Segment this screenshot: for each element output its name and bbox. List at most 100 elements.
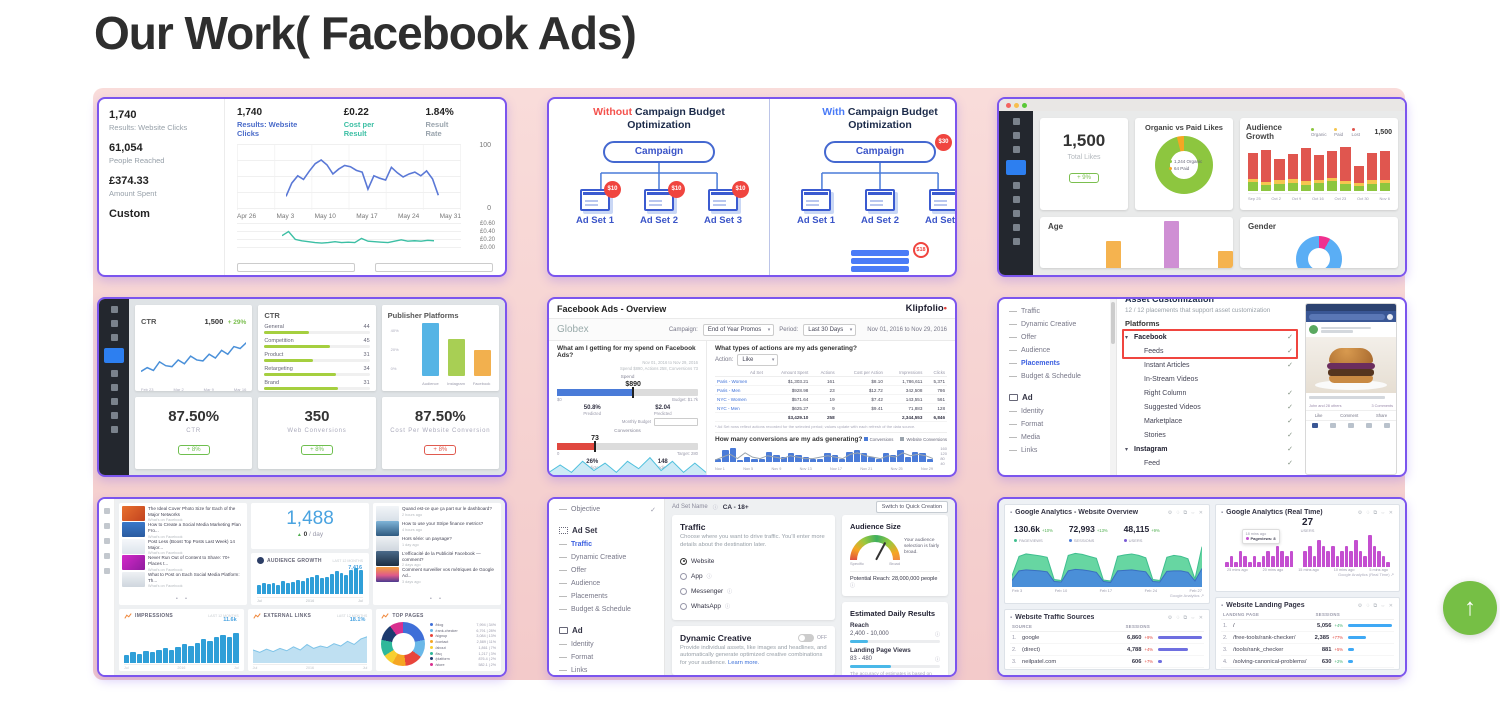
sidebar-item[interactable]: Audience	[559, 577, 656, 590]
list-item[interactable]: Quand est-ce que ça part sur le dashboar…	[376, 506, 498, 521]
radio-icon[interactable]	[680, 602, 687, 610]
drag-handle-icon[interactable]: ▪	[1010, 614, 1013, 621]
clock-icon[interactable]	[103, 553, 110, 559]
list-item[interactable]: How to use your Stripe finance metrics? 4…	[376, 521, 498, 536]
chart-icon[interactable]	[110, 320, 118, 327]
scrollbar[interactable]	[1110, 299, 1116, 475]
sidebar-item[interactable]: Traffic	[1009, 305, 1108, 318]
menu-icon[interactable]	[1384, 422, 1390, 428]
platform-row[interactable]: In-Stream Videos	[1125, 372, 1293, 386]
sidebar-item[interactable]: Dynamic Creative	[559, 551, 656, 564]
sidebar-item[interactable]: Links	[1009, 444, 1108, 457]
screenshot-adset-creation[interactable]: Objective ✓ Ad Set Traffic Dynamic Creati…	[547, 497, 957, 677]
list-item[interactable]: Never Run Out of Content to Share: 70+ P…	[122, 555, 244, 572]
zoom-window-icon[interactable]	[1022, 102, 1027, 108]
chart-icon[interactable]	[103, 523, 110, 529]
platform-row[interactable]: Marketplace ✓	[1125, 414, 1293, 428]
comments-icon[interactable]	[103, 538, 110, 544]
gear-icon[interactable]	[110, 398, 118, 405]
radio-icon[interactable]	[680, 572, 687, 580]
feed-icon[interactable]	[103, 508, 110, 514]
source-name[interactable]: (direct)	[1022, 646, 1041, 653]
radio-icon[interactable]	[680, 587, 687, 595]
comment-button[interactable]: Comment	[1340, 412, 1359, 418]
radio-option[interactable]: Messenger ⓘ	[680, 585, 827, 598]
screenshot-ctr-dashboard[interactable]: CTR 1,500 + 29% Feb 23 Mar 2 Mar 9 Mar 16 C…	[97, 297, 507, 477]
search-icon[interactable]	[1012, 132, 1020, 139]
home-icon[interactable]	[1312, 422, 1318, 428]
list-item[interactable]: L'efficacité de la Publicité Facebook — …	[376, 551, 498, 567]
objective-row[interactable]: Objective ✓	[559, 503, 656, 516]
widget-toolbar-icons[interactable]: ⚙ ♢ ⧉ ⇔ ✕	[1167, 614, 1204, 621]
sidebar-item[interactable]: Links	[559, 664, 656, 675]
phone-icon[interactable]	[110, 370, 118, 377]
sidebar-item[interactable]: Audience	[1009, 344, 1108, 357]
pagination-dots[interactable]: • •	[176, 596, 190, 602]
screenshot-klipfolio-overview[interactable]: Facebook Ads - Overview Klipfolio• Globe…	[547, 297, 957, 477]
search-icon[interactable]	[110, 306, 118, 313]
toggle-switch[interactable]	[798, 633, 814, 642]
platform-row[interactable]: ▾ Facebook ✓	[1125, 330, 1293, 344]
campaign-select[interactable]: End of Year Promos	[702, 323, 775, 336]
platform-row[interactable]: Stories ✓	[1125, 428, 1293, 442]
adset-name-input[interactable]: CA - 18+	[722, 503, 749, 511]
landing-page-link[interactable]: /	[1233, 622, 1235, 629]
home-icon[interactable]	[1012, 118, 1020, 125]
platform-row[interactable]: Suggested Videos ✓	[1125, 400, 1293, 414]
like-button[interactable]: Like	[1314, 412, 1323, 418]
learn-more-link[interactable]: Learn more.	[728, 660, 760, 667]
radio-option[interactable]: Website	[680, 555, 827, 568]
list-item[interactable]: The Ideal Cover Photo Size for Each of t…	[122, 506, 244, 522]
sidebar-item[interactable]: Offer	[559, 564, 656, 577]
search-input[interactable]	[1309, 313, 1385, 320]
platform-row[interactable]: Feed ✓	[1125, 456, 1293, 470]
info-icon[interactable]: ⓘ	[727, 588, 733, 595]
notifications-icon[interactable]	[1366, 422, 1372, 428]
sidebar-item[interactable]: Media	[1009, 431, 1108, 444]
screenshot-placements-editor[interactable]: Traffic Dynamic Creative Offer Audience Plac…	[997, 297, 1407, 477]
screenshot-google-analytics-widgets[interactable]: ▪ Google Analytics - Website Overview ⚙ …	[997, 497, 1407, 677]
widget-toolbar-icons[interactable]: ⚙ ♢ ⧉ ⇔ ✕	[1357, 509, 1394, 516]
watch-icon[interactable]	[1348, 422, 1354, 428]
info-icon[interactable]: ⓘ	[934, 632, 940, 638]
clock-icon[interactable]	[1012, 182, 1020, 189]
list-item[interactable]: What to Post on Each Social Media Platfo…	[122, 571, 244, 588]
source-name[interactable]: neilpatel.com	[1022, 658, 1057, 665]
sidebar-item[interactable]: Traffic	[559, 538, 656, 551]
comments-icon[interactable]	[1006, 160, 1026, 175]
gear-icon[interactable]	[103, 568, 110, 574]
landing-page-link[interactable]: /free-tools/rank-checker/	[1233, 634, 1296, 641]
platform-row[interactable]: Right Column ✓	[1125, 386, 1293, 400]
info-icon[interactable]: ⓘ	[725, 603, 731, 610]
landing-page-link[interactable]: /solving-canonical-problems/	[1233, 658, 1307, 665]
pagination-dots[interactable]: • •	[430, 596, 444, 602]
minimize-window-icon[interactable]	[1014, 102, 1019, 108]
adset-link[interactable]: Paris - Women	[715, 376, 765, 386]
grid-icon[interactable]	[1012, 210, 1020, 217]
drag-handle-icon[interactable]: ▪	[1010, 509, 1013, 516]
switch-quick-creation-button[interactable]: Switch to Quick Creation	[875, 501, 948, 513]
drag-handle-icon[interactable]: ▪	[1221, 602, 1224, 609]
platform-row[interactable]: Feeds ✓	[1125, 344, 1293, 358]
adset-link[interactable]: Paris - Men	[715, 385, 765, 395]
widget-toolbar-icons[interactable]: ⚙ ♢ ⧉ ⇔ ✕	[1167, 509, 1204, 516]
list-item[interactable]: Post Less (Boost Top Posts Last Week) 14…	[122, 538, 244, 555]
chart-icon[interactable]	[1012, 146, 1020, 153]
sidebar-item[interactable]: Placements	[1009, 357, 1108, 370]
list-item[interactable]: How to Create a Social Media Marketing P…	[122, 522, 244, 539]
mail-icon[interactable]	[1012, 224, 1020, 231]
scrollbar-thumb[interactable]	[1111, 302, 1115, 344]
info-icon[interactable]: ⓘ	[850, 583, 856, 589]
user-icon[interactable]	[1012, 238, 1020, 245]
info-icon[interactable]: ⓘ	[706, 573, 712, 580]
chevron-down-icon[interactable]: ▾	[1125, 334, 1129, 341]
info-icon[interactable]: ⓘ	[712, 504, 718, 511]
sidebar-item[interactable]: Identity	[559, 638, 656, 651]
widget-toolbar-icons[interactable]: ⚙ ♢ ⧉ ⇔ ✕	[1357, 602, 1394, 609]
drag-handle-icon[interactable]: ▪	[1221, 509, 1224, 516]
platform-row[interactable]: ▾ Instagram ✓	[1125, 442, 1293, 456]
chevron-down-icon[interactable]: ▾	[1125, 446, 1129, 453]
close-window-icon[interactable]	[1006, 102, 1011, 108]
platform-row[interactable]: Instant Articles ✓	[1125, 358, 1293, 372]
phone-icon[interactable]	[1012, 196, 1020, 203]
